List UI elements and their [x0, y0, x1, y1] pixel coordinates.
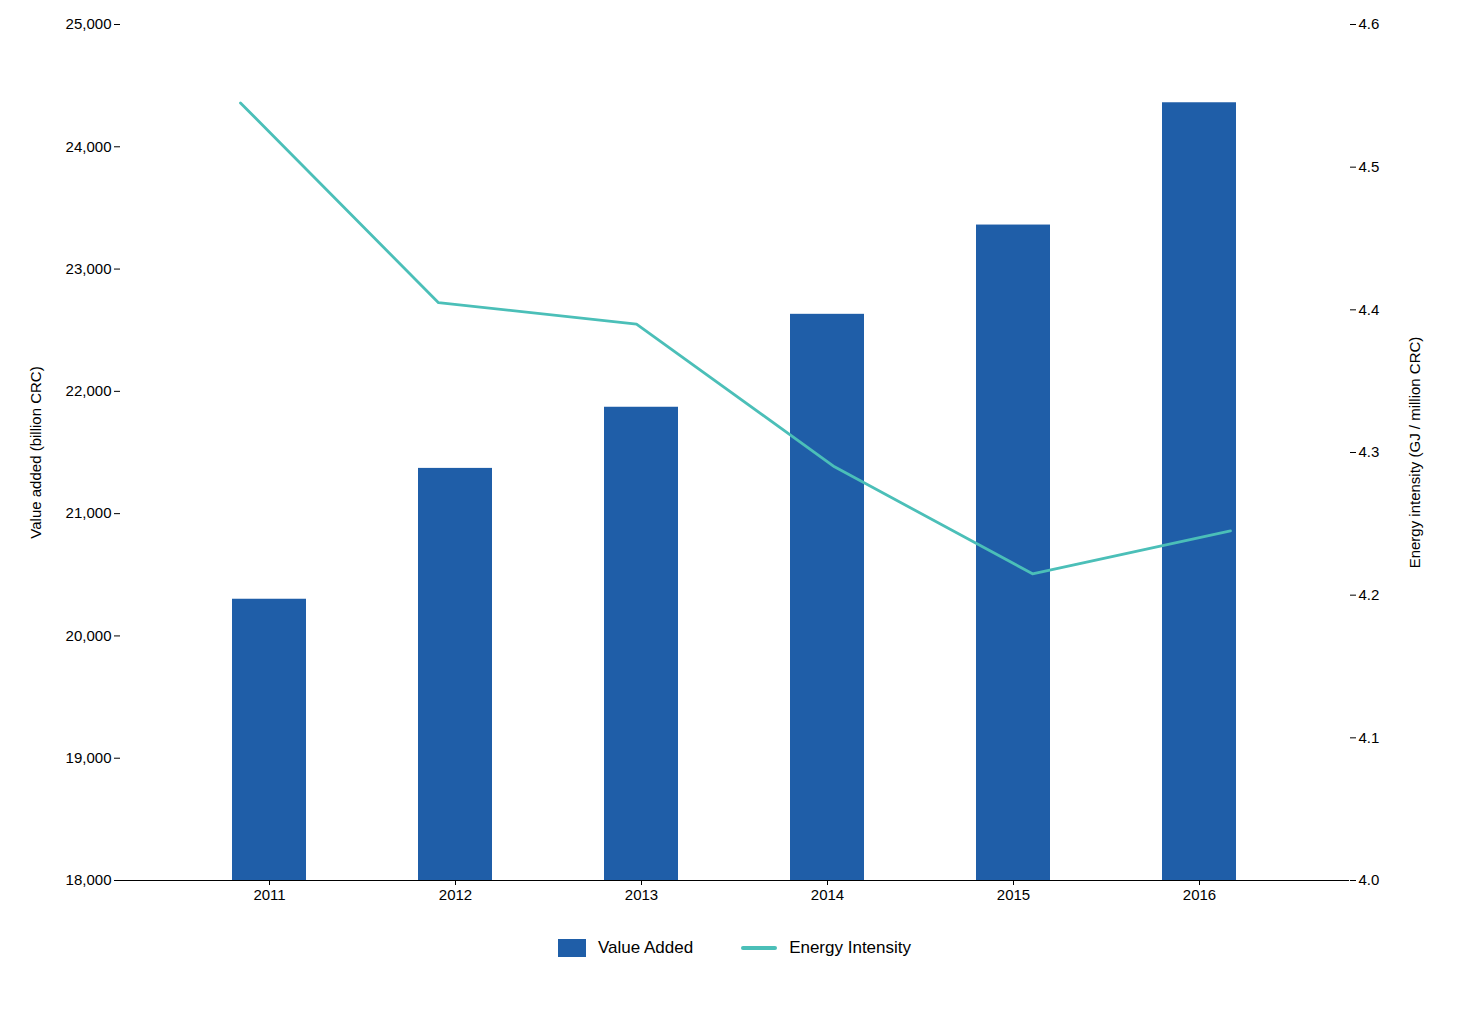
svg-text:4.5: 4.5 — [1359, 158, 1380, 175]
svg-text:18,000: 18,000 — [66, 871, 112, 888]
svg-text:Energy intensity (GJ / million: Energy intensity (GJ / million CRC) — [1406, 337, 1423, 569]
svg-text:21,000: 21,000 — [66, 504, 112, 521]
svg-text:4.3: 4.3 — [1359, 443, 1380, 460]
svg-text:23,000: 23,000 — [66, 260, 112, 277]
svg-text:2012: 2012 — [439, 886, 472, 903]
svg-text:2014: 2014 — [811, 886, 844, 903]
svg-text:25,000: 25,000 — [66, 15, 112, 32]
html-text:Energy Intensity: Energy Intensity — [789, 938, 911, 957]
svg-text:2015: 2015 — [997, 886, 1030, 903]
svg-text:4.0: 4.0 — [1359, 871, 1380, 888]
html-text:Value Added: Value Added — [598, 938, 694, 957]
svg-text:19,000: 19,000 — [66, 749, 112, 766]
svg-text:4.2: 4.2 — [1359, 586, 1380, 603]
svg-text:22,000: 22,000 — [66, 382, 112, 399]
svg-text:24,000: 24,000 — [66, 138, 112, 155]
svg-text:2016: 2016 — [1183, 886, 1216, 903]
svg-text:4.6: 4.6 — [1359, 15, 1380, 32]
svg-text:Value added (billion CRC): Value added (billion CRC) — [27, 366, 44, 538]
svg-text:2011: 2011 — [253, 886, 285, 903]
svg-text:2013: 2013 — [625, 886, 658, 903]
svg-text:4.4: 4.4 — [1359, 301, 1380, 318]
svg-text:20,000: 20,000 — [66, 627, 112, 644]
svg-text:4.1: 4.1 — [1359, 729, 1380, 746]
